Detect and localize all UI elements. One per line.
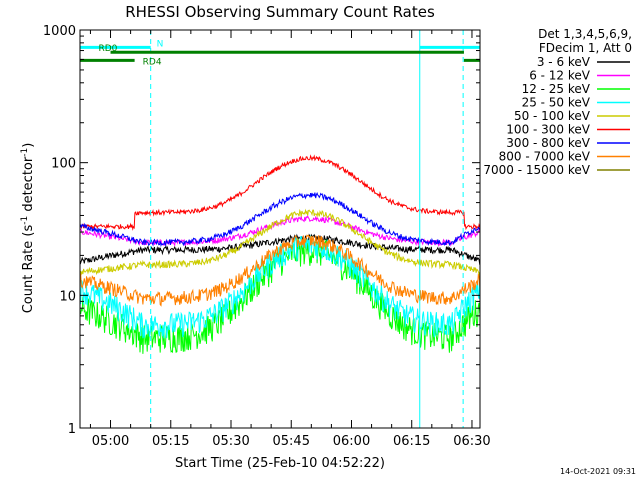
legend: Det 1,3,4,5,6,9, FDecim 1, Att 0 3 - 6 k… [483, 27, 632, 177]
y-label-sup1: -1 [20, 216, 30, 225]
legend-label-0: 3 - 6 keV [537, 55, 591, 69]
y-tick-label: 1 [68, 422, 76, 437]
plot-area [80, 30, 480, 428]
series-line-4 [79, 208, 481, 277]
y-axis-label: Count Rate (s-1 detector-1) [20, 143, 36, 314]
x-tick-label: 06:00 [333, 434, 370, 449]
y-tick-label: 1000 [43, 24, 76, 39]
axes-layer: 1 10 100 1000 05:00 05:15 05:30 05:45 06:00 06:15… [43, 24, 491, 449]
legend-label-1: 6 - 12 keV [529, 69, 591, 83]
legend-label-4: 50 - 100 keV [514, 109, 591, 123]
y-label-part1: Count Rate (s [21, 225, 36, 314]
y-tick-label: 100 [51, 157, 76, 172]
y-label-part2: detector [21, 156, 36, 216]
plot-frame [79, 29, 481, 429]
legend-label-6: 300 - 800 keV [506, 136, 590, 150]
legend-label-2: 12 - 25 keV [522, 82, 591, 96]
x-tick-label: 06:15 [393, 434, 430, 449]
plot-background [80, 30, 480, 428]
series-layer [79, 154, 481, 354]
series-line-7 [79, 234, 481, 307]
y-tick-label: 10 [59, 289, 76, 304]
series-line-5 [79, 154, 481, 231]
x-axis-label: Start Time (25-Feb-10 04:52:22) [175, 456, 385, 471]
x-tick-label: 06:30 [453, 434, 490, 449]
x-tick-label: 05:45 [273, 434, 310, 449]
x-tick-label: 05:00 [92, 434, 129, 449]
chart-title: RHESSI Observing Summary Count Rates [125, 3, 435, 21]
x-tick-label: 05:30 [212, 434, 249, 449]
legend-header-line1: Det 1,3,4,5,6,9, [538, 27, 632, 41]
legend-label-5: 100 - 300 keV [506, 123, 590, 137]
y-label-part3: ) [21, 143, 36, 148]
legend-label-8: 7000 - 15000 keV [483, 163, 590, 177]
flag-label-rd4: RD4 [143, 57, 162, 67]
flag-label-n: N [157, 39, 164, 49]
footer-timestamp: 14-Oct-2021 09:31 [560, 467, 636, 476]
series-line-3 [79, 234, 481, 339]
flag-label-rd0: RD0 [98, 44, 117, 54]
x-tick-label: 05:15 [152, 434, 189, 449]
series-line-6 [79, 191, 481, 248]
y-label-sup2: -1 [20, 148, 30, 157]
legend-header-line2: FDecim 1, Att 0 [539, 41, 632, 55]
legend-label-7: 800 - 7000 keV [499, 150, 591, 164]
series-line-0 [79, 233, 481, 265]
legend-label-3: 25 - 50 keV [522, 96, 591, 110]
